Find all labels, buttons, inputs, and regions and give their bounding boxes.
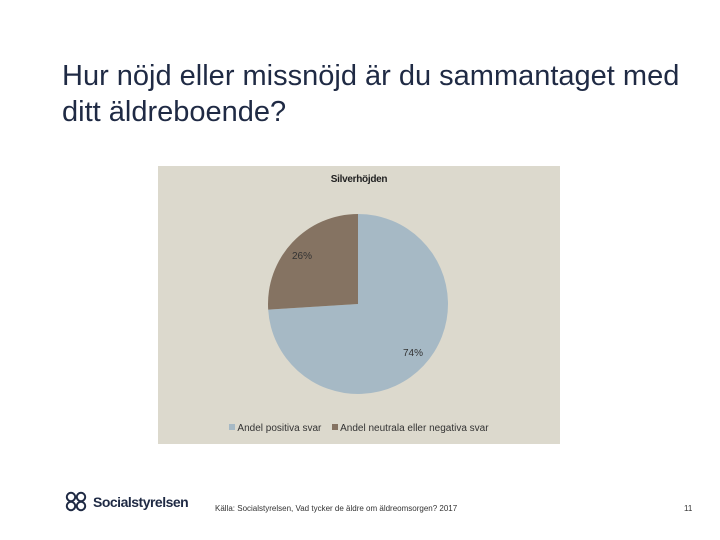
- chart-legend: Andel positiva svar Andel neutrala eller…: [158, 423, 560, 434]
- legend-label: Andel neutrala eller negativa svar: [340, 423, 489, 434]
- chart-area: 74% 26% Silverhöjden Andel positiva svar …: [158, 166, 560, 444]
- socialstyrelsen-logo: Socialstyrelsen: [64, 488, 189, 516]
- logo-emblem-icon: [65, 491, 87, 512]
- slice-data-label: 26%: [292, 251, 312, 262]
- chart-title: Silverhöjden: [330, 174, 388, 185]
- legend-swatch: [229, 424, 236, 430]
- slide-title: Hur nöjd eller missnöjd är du sammantage…: [62, 60, 680, 128]
- legend-item-neutral-negative: Andel neutrala eller negativa svar: [332, 423, 489, 434]
- page-number: 11: [684, 504, 693, 513]
- legend-label: Andel positiva svar: [237, 423, 322, 434]
- pie-slice-positive: [268, 214, 448, 394]
- slice-data-label: 74%: [403, 348, 423, 359]
- pie-chart: 74% 26%: [268, 214, 448, 394]
- pie-slice-neutral-negative: [268, 214, 358, 310]
- legend-item-positive: Andel positiva svar: [229, 423, 321, 434]
- source-note: Källa: Socialstyrelsen, Vad tycker de äl…: [215, 504, 458, 513]
- legend-swatch: [332, 424, 339, 430]
- logo-text: Socialstyrelsen: [93, 494, 189, 510]
